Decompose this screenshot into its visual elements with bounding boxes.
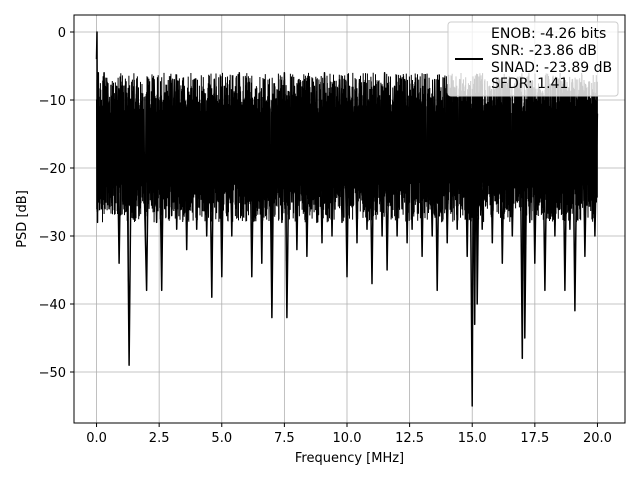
x-tick-label: 17.5 <box>520 431 549 446</box>
x-axis-label: Frequency [MHz] <box>295 451 404 466</box>
x-tick-label: 20.0 <box>583 431 612 446</box>
y-tick-label: −30 <box>39 230 66 245</box>
x-tick-label: 5.0 <box>211 431 232 446</box>
y-tick-label: 0 <box>58 26 66 41</box>
legend-entry-snr: SNR: -23.86 dB <box>491 43 597 59</box>
x-axis-ticks: 0.0 2.5 5.0 7.5 10.0 12.5 15.0 17.5 20.0 <box>86 423 612 446</box>
y-tick-label: −20 <box>39 162 66 177</box>
legend-entry-enob: ENOB: -4.26 bits <box>491 26 606 42</box>
legend-entry-sinad: SINAD: -23.89 dB <box>491 60 612 76</box>
x-tick-label: 0.0 <box>86 431 107 446</box>
x-tick-label: 7.5 <box>274 431 295 446</box>
y-axis-ticks: 0 −10 −20 −30 −40 −50 <box>39 26 74 381</box>
legend-entry-sfdr: SFDR: 1.41 <box>491 76 568 92</box>
y-tick-label: −40 <box>39 298 66 313</box>
x-tick-label: 10.0 <box>333 431 362 446</box>
plot-area <box>95 31 599 407</box>
axes-frame <box>73 14 626 424</box>
x-tick-label: 15.0 <box>458 431 487 446</box>
legend-box <box>447 21 619 97</box>
x-tick-label: 2.5 <box>149 431 170 446</box>
x-tick-label: 12.5 <box>395 431 424 446</box>
y-tick-label: −50 <box>39 366 66 381</box>
legend: ENOB: -4.26 bits SNR: -23.86 dB SINAD: -… <box>447 21 619 97</box>
psd-noise-trace <box>96 72 598 318</box>
y-tick-label: −10 <box>39 94 66 109</box>
y-axis-label: PSD [dB] <box>15 190 30 248</box>
